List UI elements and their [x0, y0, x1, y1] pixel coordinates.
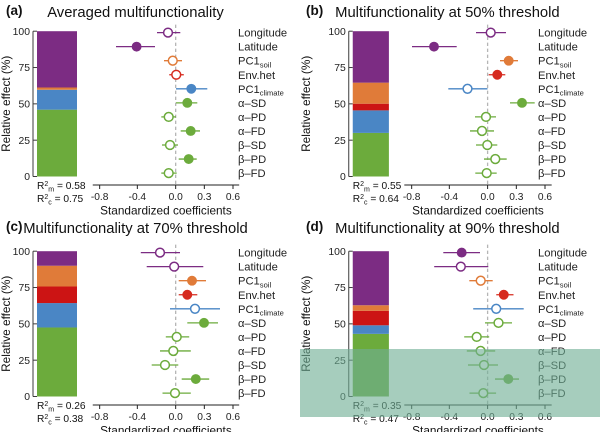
- svg-text:α–SD: α–SD: [538, 318, 566, 330]
- svg-text:100: 100: [13, 27, 31, 38]
- svg-text:Relative effect (%): Relative effect (%): [300, 56, 313, 152]
- svg-text:Standardized coefficients: Standardized coefficients: [100, 204, 232, 217]
- svg-text:-0.8: -0.8: [403, 192, 421, 203]
- svg-text:PC1climate: PC1climate: [238, 304, 284, 318]
- svg-text:α–PD: α–PD: [538, 112, 566, 124]
- svg-text:Longitude: Longitude: [238, 248, 287, 260]
- svg-text:Multifunctionality at 70% thre: Multifunctionality at 70% threshold: [23, 221, 248, 237]
- svg-text:α–FD: α–FD: [538, 126, 566, 138]
- svg-text:(d): (d): [306, 219, 323, 234]
- svg-text:0.3: 0.3: [197, 192, 211, 203]
- svg-text:0.0: 0.0: [169, 412, 183, 423]
- svg-text:β–FD: β–FD: [538, 168, 566, 180]
- svg-text:β–SD: β–SD: [538, 140, 566, 152]
- svg-text:Multifunctionality at 50% thre: Multifunctionality at 50% threshold: [335, 5, 560, 21]
- svg-text:Averaged multifunctionality: Averaged multifunctionality: [47, 5, 224, 21]
- svg-text:0.0: 0.0: [169, 192, 183, 203]
- svg-text:Longitude: Longitude: [538, 248, 587, 260]
- svg-text:75: 75: [18, 63, 30, 74]
- svg-text:50: 50: [334, 99, 346, 110]
- svg-text:β–PD: β–PD: [238, 154, 266, 166]
- svg-text:β–SD: β–SD: [238, 360, 266, 372]
- svg-text:α–SD: α–SD: [238, 98, 266, 110]
- svg-text:β–PD: β–PD: [238, 374, 266, 386]
- svg-text:Latitude: Latitude: [238, 42, 278, 54]
- svg-text:0.6: 0.6: [538, 192, 552, 203]
- svg-text:0.6: 0.6: [226, 412, 240, 423]
- svg-text:Latitude: Latitude: [538, 42, 578, 54]
- svg-text:50: 50: [18, 319, 30, 330]
- svg-text:-0.4: -0.4: [129, 192, 147, 203]
- svg-text:β–FD: β–FD: [238, 168, 266, 180]
- svg-text:R2m = 0.26: R2m = 0.26: [37, 401, 86, 414]
- svg-text:(b): (b): [306, 3, 323, 18]
- svg-text:α–PD: α–PD: [538, 332, 566, 344]
- svg-text:Env.het: Env.het: [238, 70, 276, 82]
- svg-text:-0.4: -0.4: [441, 192, 459, 203]
- svg-text:R2c = 0.75: R2c = 0.75: [37, 194, 84, 207]
- svg-text:(a): (a): [6, 3, 23, 18]
- svg-text:PC1soil: PC1soil: [538, 56, 571, 70]
- svg-text:100: 100: [13, 247, 31, 258]
- svg-text:α–PD: α–PD: [238, 112, 266, 124]
- svg-text:PC1climate: PC1climate: [538, 84, 584, 98]
- svg-text:50: 50: [334, 319, 346, 330]
- svg-text:PC1soil: PC1soil: [238, 56, 271, 70]
- svg-text:Standardized coefficients: Standardized coefficients: [412, 204, 544, 217]
- svg-text:PC1soil: PC1soil: [538, 276, 571, 290]
- svg-text:50: 50: [18, 99, 30, 110]
- svg-text:β–FD: β–FD: [238, 388, 266, 400]
- svg-text:0: 0: [24, 172, 30, 183]
- svg-text:25: 25: [18, 136, 30, 147]
- svg-text:75: 75: [334, 63, 346, 74]
- svg-text:R2m = 0.55: R2m = 0.55: [353, 181, 402, 194]
- svg-text:Env.het: Env.het: [538, 290, 576, 302]
- svg-text:0.3: 0.3: [197, 412, 211, 423]
- svg-text:α–SD: α–SD: [238, 318, 266, 330]
- svg-text:Standardized coefficients: Standardized coefficients: [412, 424, 544, 432]
- svg-text:(c): (c): [6, 219, 23, 234]
- svg-text:Latitude: Latitude: [238, 262, 278, 274]
- svg-text:β–PD: β–PD: [538, 154, 566, 166]
- svg-text:Env.het: Env.het: [238, 290, 276, 302]
- svg-text:75: 75: [18, 283, 30, 294]
- svg-text:Relative effect (%): Relative effect (%): [0, 56, 13, 152]
- svg-text:25: 25: [18, 356, 30, 367]
- svg-text:α–FD: α–FD: [238, 126, 266, 138]
- svg-text:Relative effect (%): Relative effect (%): [0, 276, 13, 372]
- svg-text:0.6: 0.6: [226, 192, 240, 203]
- svg-text:R2c = 0.64: R2c = 0.64: [353, 194, 400, 207]
- svg-text:Env.het: Env.het: [538, 70, 576, 82]
- svg-text:PC1climate: PC1climate: [538, 304, 584, 318]
- svg-text:α–PD: α–PD: [238, 332, 266, 344]
- svg-text:Standardized coefficients: Standardized coefficients: [100, 424, 232, 432]
- svg-text:Latitude: Latitude: [538, 262, 578, 274]
- svg-text:0: 0: [340, 172, 346, 183]
- svg-text:R2c = 0.38: R2c = 0.38: [37, 414, 84, 427]
- svg-text:0: 0: [24, 392, 30, 403]
- svg-text:0.3: 0.3: [509, 192, 523, 203]
- svg-text:100: 100: [328, 27, 346, 38]
- svg-text:75: 75: [334, 283, 346, 294]
- svg-text:R2m = 0.58: R2m = 0.58: [37, 181, 86, 194]
- svg-text:0.0: 0.0: [481, 192, 495, 203]
- svg-text:α–FD: α–FD: [238, 346, 266, 358]
- svg-text:Longitude: Longitude: [238, 28, 287, 40]
- svg-text:PC1soil: PC1soil: [238, 276, 271, 290]
- svg-text:Longitude: Longitude: [538, 28, 587, 40]
- svg-text:-0.4: -0.4: [129, 412, 147, 423]
- svg-text:PC1climate: PC1climate: [238, 84, 284, 98]
- svg-text:β–SD: β–SD: [238, 140, 266, 152]
- svg-text:100: 100: [328, 247, 346, 258]
- svg-text:Multifunctionality at 90% thre: Multifunctionality at 90% threshold: [335, 221, 560, 237]
- svg-text:α–SD: α–SD: [538, 98, 566, 110]
- svg-text:-0.8: -0.8: [91, 192, 109, 203]
- svg-text:-0.8: -0.8: [91, 412, 109, 423]
- svg-text:25: 25: [334, 136, 346, 147]
